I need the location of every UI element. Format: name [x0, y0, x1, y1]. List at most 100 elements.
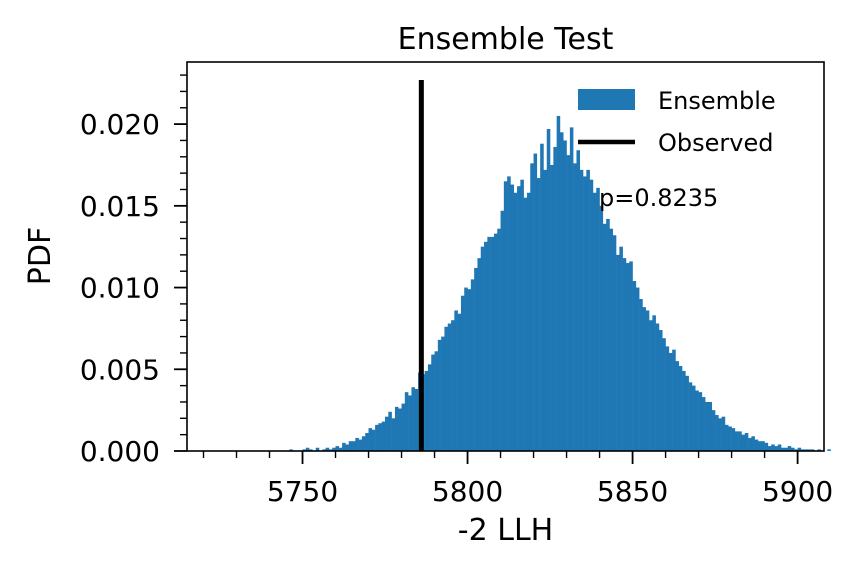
histogram-bar: [665, 346, 670, 451]
histogram-bar: [672, 349, 676, 451]
histogram-bar: [804, 449, 808, 451]
legend-swatch-ensemble: [578, 89, 635, 110]
histogram-bar: [394, 406, 399, 451]
histogram-bar: [526, 192, 531, 451]
histogram-bar: [728, 426, 732, 451]
histogram-bar: [629, 261, 633, 451]
histogram-bar: [705, 401, 709, 451]
histogram-bar: [662, 338, 666, 451]
histogram-bar: [764, 442, 769, 451]
histogram-bar: [404, 392, 409, 451]
histogram-bar: [777, 444, 782, 451]
histogram-bar: [658, 330, 663, 451]
histogram-bar: [810, 449, 815, 451]
histogram-bar: [781, 447, 785, 451]
histogram-bar: [355, 437, 359, 451]
histogram-bar: [625, 263, 630, 451]
p-value-annotation: p=0.8235: [599, 184, 718, 212]
plot-frame: [186, 61, 825, 452]
histogram-bar: [748, 437, 752, 451]
histogram-bar: [612, 235, 617, 451]
histogram-bar: [302, 449, 307, 451]
histogram-bar: [652, 315, 656, 451]
histogram-bar: [642, 307, 647, 451]
histogram-bar: [328, 449, 333, 451]
chart-title: Ensemble Test: [398, 22, 614, 57]
histogram-bar: [787, 446, 792, 451]
histogram-bar: [794, 449, 798, 451]
histogram-bar: [589, 179, 594, 451]
legend-label-ensemble: Ensemble: [658, 87, 776, 115]
histogram-bar: [289, 449, 293, 451]
histogram-bar: [513, 192, 518, 451]
histogram-bar: [602, 223, 607, 451]
y-tick-label: 0.015: [80, 190, 160, 223]
histogram-bar: [790, 447, 795, 451]
histogram-bar: [375, 424, 379, 451]
histogram-bar: [358, 439, 363, 451]
histogram-bar: [678, 366, 683, 451]
histogram-bar: [381, 421, 386, 451]
histogram-bar: [688, 382, 693, 451]
histogram-bar: [592, 192, 597, 451]
histogram-bar: [698, 392, 703, 451]
histogram-bar: [315, 447, 320, 451]
histogram-bar: [622, 258, 627, 451]
histogram-bar: [414, 388, 419, 451]
histogram-bar: [569, 127, 574, 451]
histogram-bar: [467, 289, 472, 451]
histogram-bar: [457, 313, 462, 451]
histogram-bar: [427, 364, 432, 451]
histogram-bar: [520, 179, 524, 451]
histogram-bar: [724, 424, 729, 451]
histogram-bar: [800, 449, 805, 451]
histogram-bar: [767, 446, 772, 451]
histogram-bar: [487, 236, 491, 451]
histogram-bar: [573, 163, 577, 451]
histogram-bar: [493, 233, 498, 451]
histogram-bar: [398, 408, 402, 451]
histogram-bar: [682, 370, 686, 451]
histogram-bar: [609, 228, 614, 451]
histogram-bar: [734, 431, 739, 451]
histogram-bar: [325, 447, 330, 451]
x-axis-ticks: 5750 5800 5850 5900: [202, 451, 833, 508]
histogram-bar: [401, 403, 406, 451]
histogram-bar: [342, 442, 346, 451]
legend-label-observed: Observed: [658, 129, 773, 157]
histogram-bar: [566, 155, 571, 451]
histogram-bar: [510, 184, 514, 451]
histogram-bar: [391, 418, 396, 451]
histogram-bar: [332, 447, 336, 451]
histogram-bar: [378, 423, 382, 451]
histogram-bar: [477, 258, 481, 451]
histogram-bar: [431, 354, 435, 451]
histogram-bar: [352, 441, 356, 451]
histogram-bar: [563, 140, 567, 451]
histogram-bar: [751, 436, 755, 451]
histogram-bar: [361, 436, 366, 451]
histogram-bar: [619, 246, 623, 451]
histogram-bar: [741, 434, 746, 451]
histogram-bar: [632, 281, 637, 451]
histogram-bar: [497, 228, 501, 451]
histogram-bar: [701, 397, 706, 451]
histogram-bar: [599, 205, 604, 451]
x-tick-label: 5800: [432, 475, 503, 508]
histogram-bar: [655, 323, 660, 451]
histogram-bar: [470, 279, 475, 451]
histogram-bar: [368, 428, 373, 451]
histogram-bar: [309, 449, 313, 451]
histogram-bar: [437, 339, 442, 451]
histogram-bar: [556, 115, 561, 451]
histogram-bar: [579, 169, 584, 451]
y-tick-label: 0.005: [80, 353, 160, 386]
histogram-bar: [797, 447, 802, 451]
histogram-bar: [550, 164, 554, 451]
histogram-bar: [583, 176, 587, 451]
histogram-bar: [553, 146, 557, 452]
histogram-bar: [348, 441, 353, 451]
histogram-bar: [338, 447, 343, 451]
